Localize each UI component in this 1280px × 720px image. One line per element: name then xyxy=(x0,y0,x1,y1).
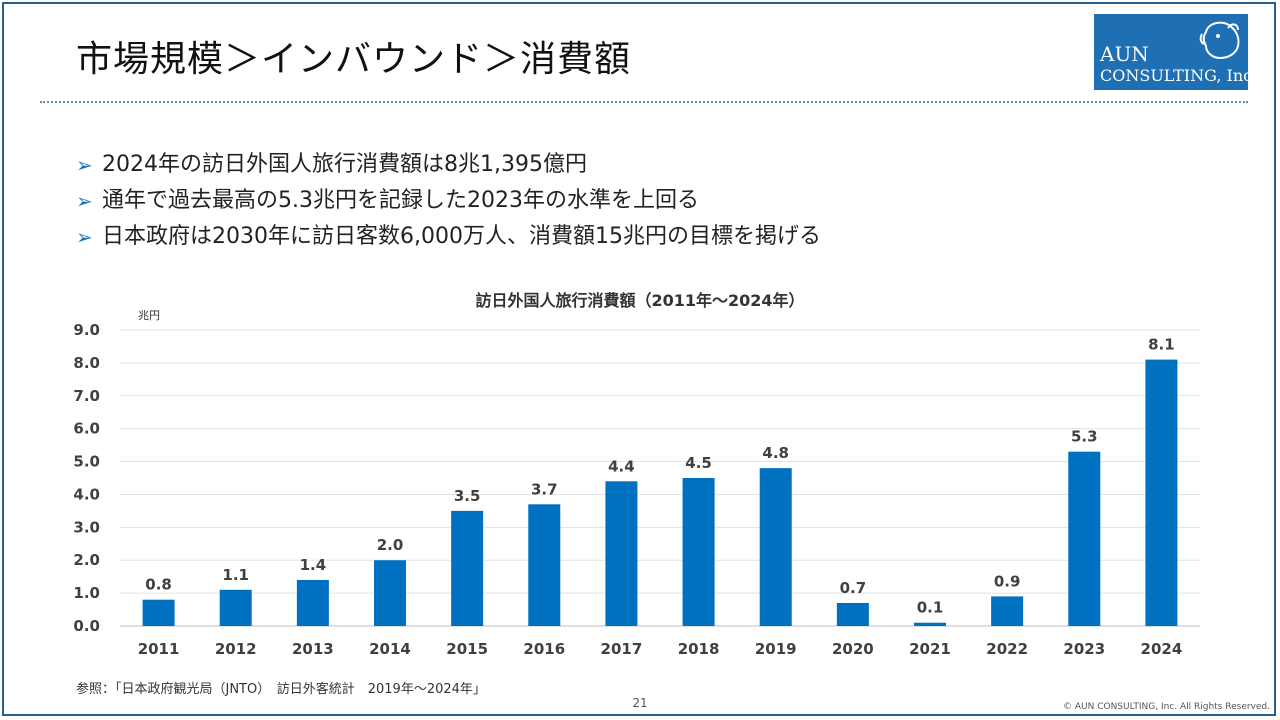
page-number: 21 xyxy=(632,696,648,710)
data-label: 3.5 xyxy=(454,487,481,505)
x-tick-label: 2011 xyxy=(138,640,180,658)
y-tick-label: 3.0 xyxy=(73,518,100,536)
data-label: 2.0 xyxy=(377,536,404,554)
bar xyxy=(991,596,1024,626)
bullet-arrow-icon: ➢ xyxy=(76,153,93,177)
bullet-list: ➢ 2024年の訪日外国人旅行消費額は8兆1,395億円 ➢ 通年で過去最高の5… xyxy=(76,150,821,258)
x-tick-label: 2012 xyxy=(215,640,257,658)
logo-line1: AUN xyxy=(1100,42,1149,66)
data-label: 5.3 xyxy=(1071,428,1098,446)
x-tick-label: 2017 xyxy=(601,640,643,658)
bar xyxy=(759,468,792,626)
chart-title: 訪日外国人旅行消費額（2011年～2024年） xyxy=(475,291,805,310)
data-label: 0.9 xyxy=(994,572,1021,590)
bar xyxy=(219,589,252,626)
bar xyxy=(1145,359,1178,626)
bar xyxy=(142,599,175,626)
bullet-text: 通年で過去最高の5.3兆円を記録した2023年の水準を上回る xyxy=(102,188,699,213)
y-tick-label: 7.0 xyxy=(73,387,100,405)
dog-logo-icon xyxy=(1199,21,1240,60)
bar xyxy=(451,510,484,626)
data-label: 4.4 xyxy=(608,457,635,475)
y-tick-label: 4.0 xyxy=(73,485,100,503)
bullet-item: ➢ 日本政府は2030年に訪日客数6,000万人、消費額15兆円の目標を掲げる xyxy=(76,222,821,258)
bar xyxy=(1068,451,1101,626)
bar xyxy=(836,602,869,626)
bullet-arrow-icon: ➢ xyxy=(76,189,93,213)
x-tick-label: 2019 xyxy=(755,640,797,658)
x-tick-label: 2016 xyxy=(523,640,565,658)
bullet-item: ➢ 通年で過去最高の5.3兆円を記録した2023年の水準を上回る xyxy=(76,186,821,222)
bar xyxy=(374,560,406,626)
data-label: 0.1 xyxy=(917,599,944,617)
x-tick-label: 2018 xyxy=(678,640,720,658)
y-tick-label: 8.0 xyxy=(73,354,100,372)
data-label: 3.7 xyxy=(531,480,558,498)
bar xyxy=(528,504,561,626)
logo-line2: CONSULTING, Inc. xyxy=(1100,66,1258,85)
bar xyxy=(296,579,329,626)
y-tick-label: 0.0 xyxy=(73,617,100,635)
data-label: 0.8 xyxy=(145,576,172,594)
x-tick-label: 2015 xyxy=(446,640,488,658)
bullet-text: 2024年の訪日外国人旅行消費額は8兆1,395億円 xyxy=(102,152,587,177)
bar xyxy=(682,478,715,626)
bullet-item: ➢ 2024年の訪日外国人旅行消費額は8兆1,395億円 xyxy=(76,150,821,186)
x-tick-label: 2024 xyxy=(1141,640,1183,658)
x-tick-label: 2021 xyxy=(909,640,951,658)
y-tick-label: 2.0 xyxy=(73,551,100,569)
y-tick-label: 1.0 xyxy=(73,584,100,602)
company-logo: AUN CONSULTING, Inc. xyxy=(1094,14,1257,90)
y-axis-unit-label: 兆円 xyxy=(138,309,160,322)
page-title: 市場規模＞インバウンド＞消費額 xyxy=(76,39,632,80)
source-citation: 参照：「日本政府観光局（JNTO） 訪日外客統計 2019年～2024年」 xyxy=(76,682,486,697)
x-tick-label: 2023 xyxy=(1063,640,1105,658)
x-tick-label: 2020 xyxy=(832,640,874,658)
data-label: 4.8 xyxy=(762,444,789,462)
data-label: 1.1 xyxy=(222,566,249,584)
copyright-notice: © AUN CONSULTING, Inc. All Rights Reserv… xyxy=(1063,702,1270,712)
title-divider xyxy=(40,101,1248,103)
data-label: 8.1 xyxy=(1148,336,1175,354)
bar xyxy=(605,481,638,626)
bar xyxy=(914,622,946,626)
data-label: 0.7 xyxy=(840,579,867,597)
y-tick-label: 9.0 xyxy=(73,321,100,339)
bullet-arrow-icon: ➢ xyxy=(76,225,93,249)
data-label: 1.4 xyxy=(300,556,327,574)
x-tick-label: 2022 xyxy=(986,640,1028,658)
x-tick-label: 2013 xyxy=(292,640,334,658)
data-label: 4.5 xyxy=(685,454,712,472)
x-tick-label: 2014 xyxy=(369,640,411,658)
y-tick-label: 6.0 xyxy=(73,420,100,438)
bullet-text: 日本政府は2030年に訪日客数6,000万人、消費額15兆円の目標を掲げる xyxy=(102,224,821,249)
y-tick-label: 5.0 xyxy=(73,453,100,471)
